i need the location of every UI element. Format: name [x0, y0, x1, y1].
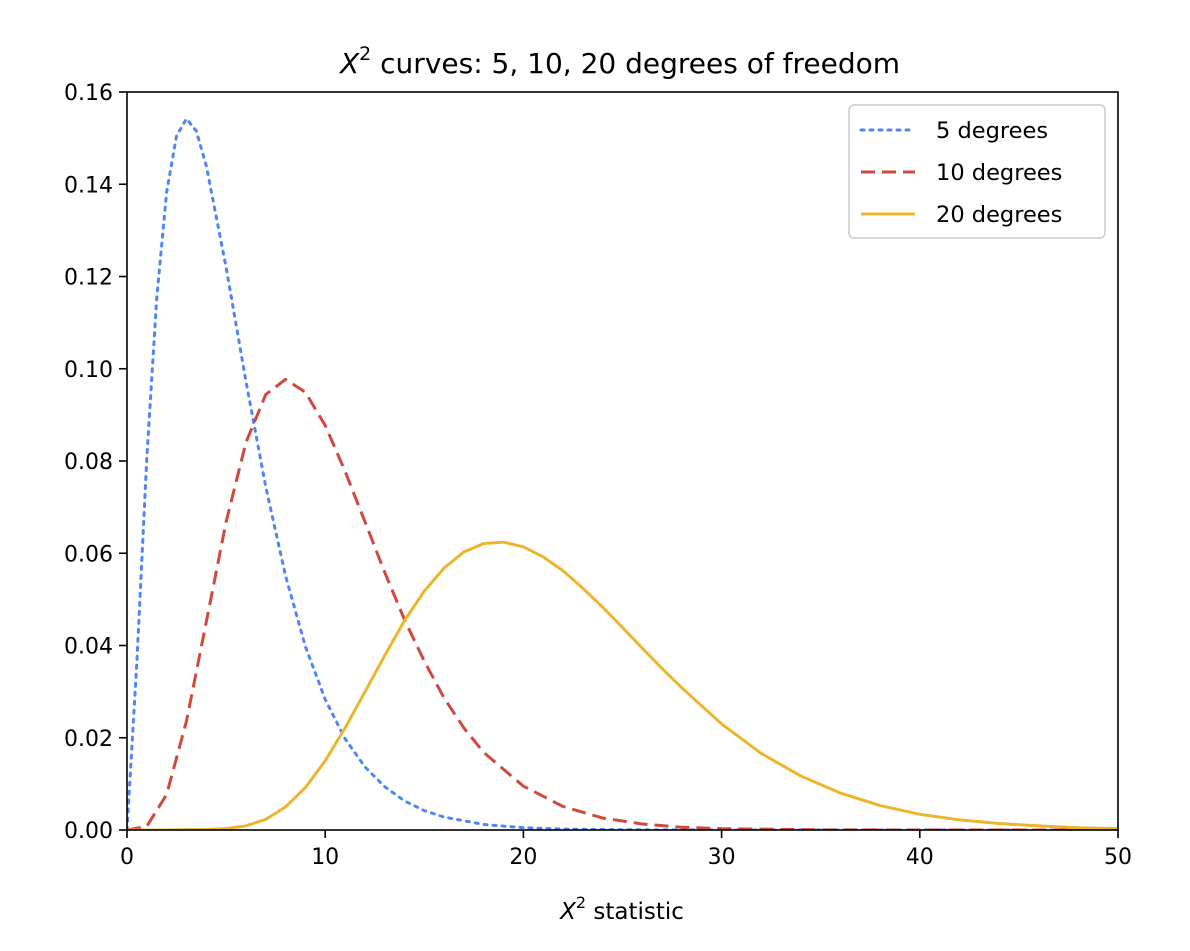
x-tick-label: 30	[708, 845, 736, 870]
legend: 5 degrees 10 degrees 20 degrees	[848, 104, 1106, 239]
legend-label-3: 20 degrees	[936, 202, 1062, 228]
y-tick-label: 0.16	[64, 81, 113, 106]
legend-box	[848, 104, 1106, 239]
y-tick-label: 0.10	[64, 358, 113, 383]
y-tick-label: 0.08	[64, 450, 113, 475]
y-tick-label: 0.00	[64, 819, 113, 844]
x-tick-label: 50	[1104, 845, 1132, 870]
x-tick-label: 20	[509, 845, 537, 870]
legend-entry: 10 degrees	[861, 160, 1062, 186]
y-tick-label: 0.02	[64, 727, 113, 752]
y-tick-label: 0.06	[64, 542, 113, 567]
legend-label-1: 5 degrees	[936, 118, 1048, 144]
x-axis-title: X2 statistic	[559, 893, 684, 925]
y-tick-label: 0.04	[64, 635, 113, 660]
series-line-3	[127, 540, 1118, 830]
x-tick-label: 40	[906, 845, 934, 870]
plot-area: 0 10 20 30 40 50 0.00 0.02 0.04 0.06 0.08 0.10 0.12 0…	[64, 81, 1132, 870]
series-line-2	[127, 377, 1118, 830]
legend-entry: 20 degrees	[861, 202, 1062, 228]
legend-entry: 5 degrees	[859, 118, 1048, 144]
x-tick-label: 0	[120, 845, 134, 870]
x-tick-label: 10	[311, 845, 339, 870]
y-tick-label: 0.12	[64, 266, 113, 291]
y-tick-label: 0.14	[64, 173, 113, 198]
legend-label-2: 10 degrees	[936, 160, 1062, 186]
chart-title: X2 curves: 5, 10, 20 degrees of freedom	[338, 43, 900, 80]
